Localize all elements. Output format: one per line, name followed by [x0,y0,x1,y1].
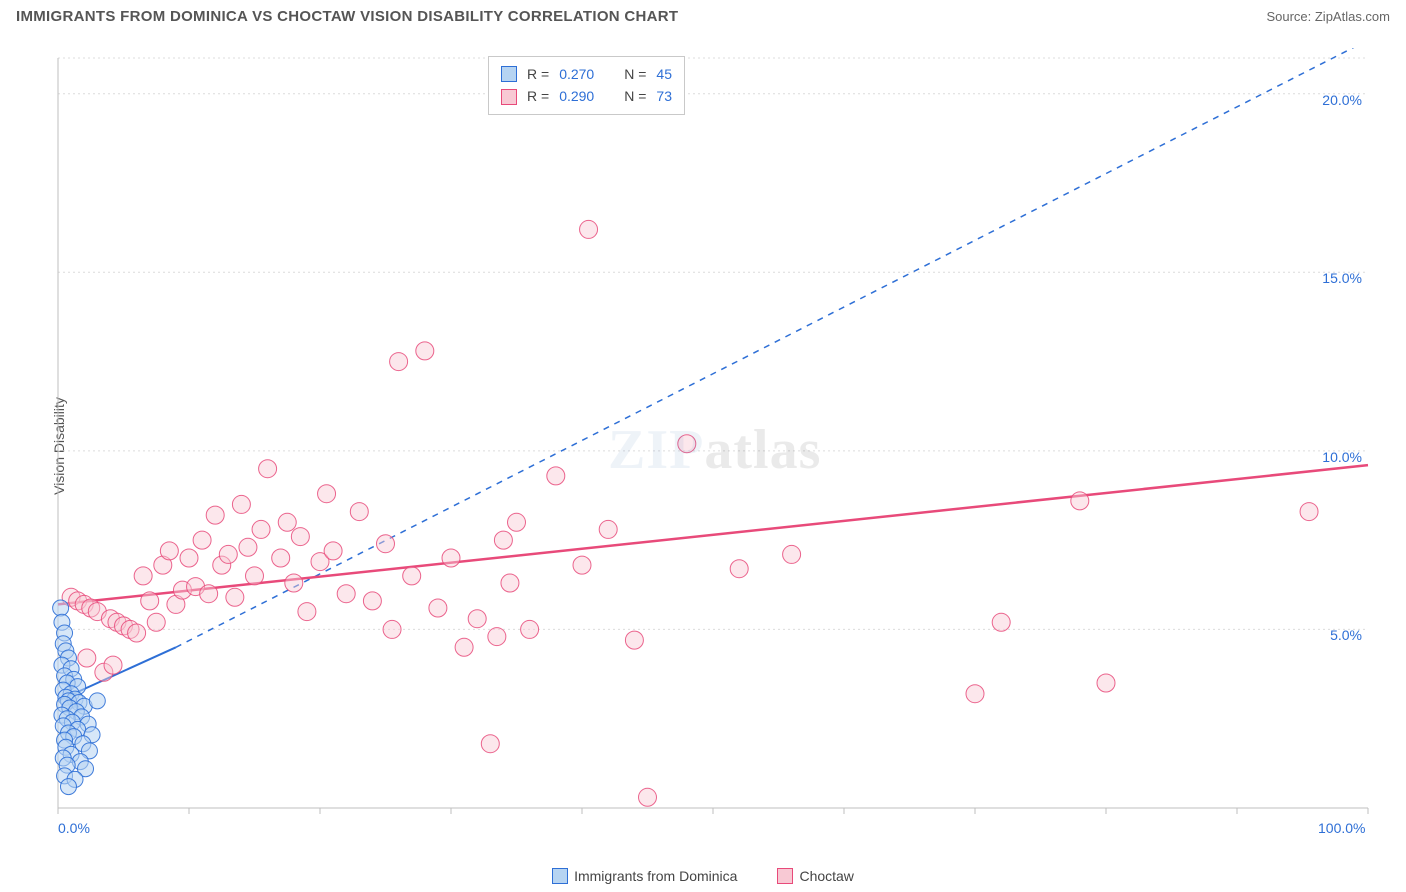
y-tick-label: 10.0% [1308,449,1362,465]
y-tick-label: 20.0% [1308,92,1362,108]
source-credit: Source: ZipAtlas.com [1266,9,1390,24]
legend-label-dominica: Immigrants from Dominica [574,868,737,884]
r-value-choctaw: 0.290 [559,85,594,107]
legend-item-choctaw: Choctaw [777,868,853,884]
r-label: R = [527,63,549,85]
swatch-choctaw [777,868,793,884]
x-tick-label: 100.0% [1318,820,1365,836]
n-value-dominica: 45 [656,63,672,85]
y-tick-label: 15.0% [1308,270,1362,286]
chart-header: IMMIGRANTS FROM DOMINICA VS CHOCTAW VISI… [0,0,1406,29]
r-label: R = [527,85,549,107]
scatter-chart-svg [48,48,1378,828]
n-label: N = [624,85,646,107]
chart-title: IMMIGRANTS FROM DOMINICA VS CHOCTAW VISI… [16,8,678,25]
swatch-dominica [501,66,517,82]
legend-item-dominica: Immigrants from Dominica [552,868,737,884]
series-legend: Immigrants from Dominica Choctaw [0,868,1406,884]
r-value-dominica: 0.270 [559,63,594,85]
n-value-choctaw: 73 [656,85,672,107]
source-name: ZipAtlas.com [1315,9,1390,24]
correlation-legend: R = 0.270 N = 45 R = 0.290 N = 73 [488,56,685,115]
x-tick-label: 0.0% [58,820,90,836]
legend-row-dominica: R = 0.270 N = 45 [501,63,672,85]
swatch-dominica [552,868,568,884]
legend-row-choctaw: R = 0.290 N = 73 [501,85,672,107]
swatch-choctaw [501,89,517,105]
chart-area: ZIPatlas R = 0.270 N = 45 R = 0.290 N = … [48,48,1378,828]
y-tick-label: 5.0% [1308,627,1362,643]
legend-label-choctaw: Choctaw [799,868,853,884]
source-prefix: Source: [1266,9,1314,24]
n-label: N = [624,63,646,85]
